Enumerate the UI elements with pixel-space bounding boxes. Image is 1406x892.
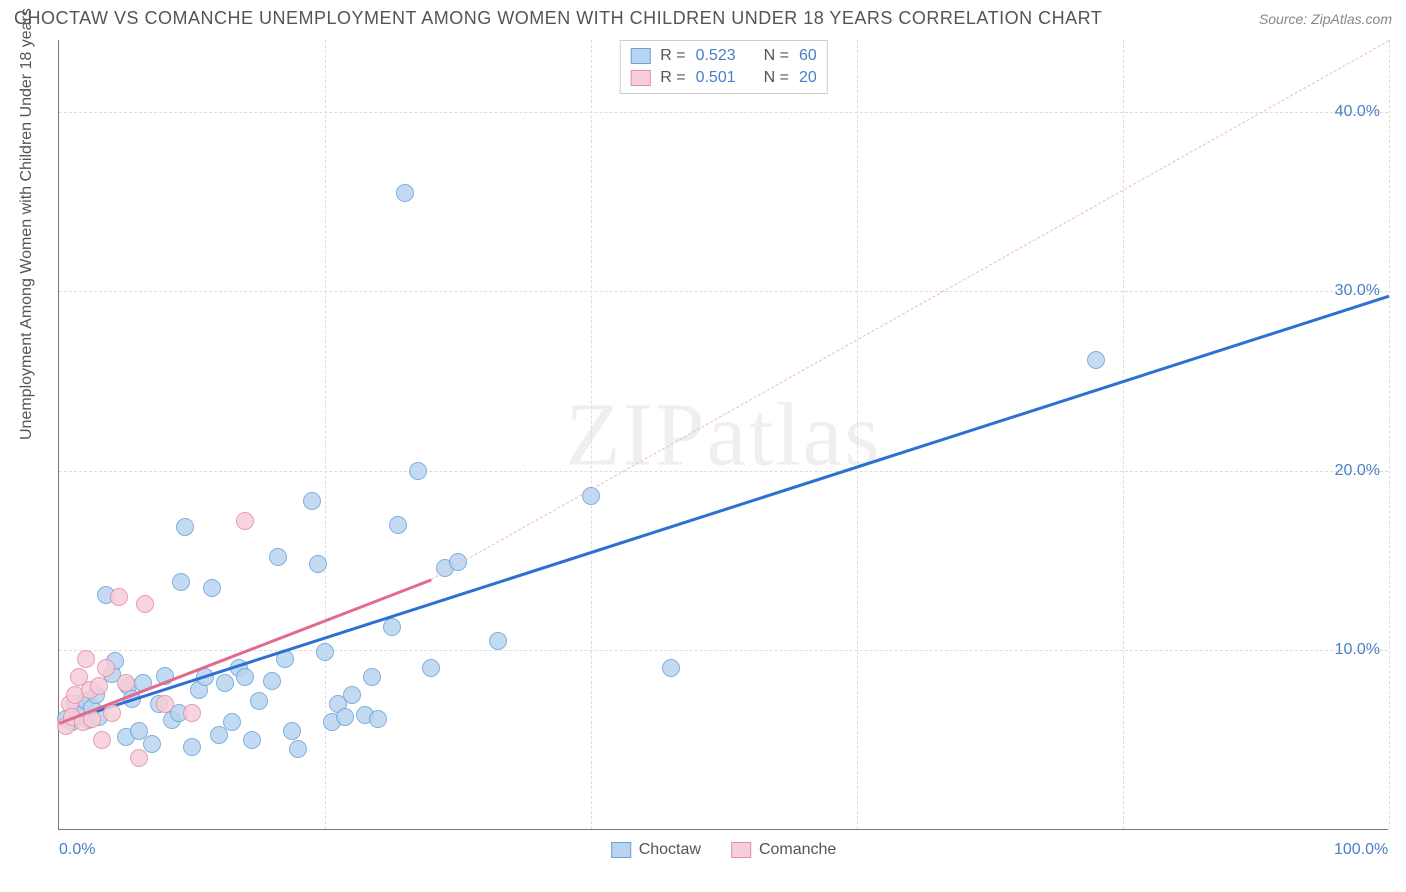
legend-item-comanche: Comanche: [731, 841, 836, 859]
n-value-comanche: 20: [799, 69, 817, 87]
data-point-comanche: [183, 704, 201, 722]
data-point-choctaw: [422, 659, 440, 677]
ytick-label: 40.0%: [1335, 103, 1380, 121]
trendline-extrapolated: [431, 40, 1389, 580]
data-point-comanche: [77, 650, 95, 668]
gridline-v: [591, 40, 592, 829]
y-axis-title: Unemployment Among Women with Children U…: [18, 8, 36, 440]
gridline-v: [325, 40, 326, 829]
scatter-chart: ZIPatlas R = 0.523 N = 60 R = 0.501 N = …: [58, 40, 1388, 830]
data-point-choctaw: [203, 579, 221, 597]
swatch-comanche: [630, 70, 650, 86]
data-point-choctaw: [1087, 351, 1105, 369]
data-point-comanche: [136, 595, 154, 613]
data-point-choctaw: [216, 674, 234, 692]
correlation-legend: R = 0.523 N = 60 R = 0.501 N = 20: [619, 40, 828, 94]
ytick-label: 10.0%: [1335, 641, 1380, 659]
gridline-v: [1123, 40, 1124, 829]
data-point-choctaw: [250, 692, 268, 710]
data-point-comanche: [156, 695, 174, 713]
data-point-choctaw: [389, 516, 407, 534]
data-point-comanche: [97, 659, 115, 677]
legend-item-choctaw: Choctaw: [611, 841, 701, 859]
data-point-comanche: [117, 674, 135, 692]
gridline-h: [59, 471, 1388, 472]
data-point-comanche: [93, 731, 111, 749]
data-point-choctaw: [283, 722, 301, 740]
data-point-comanche: [130, 749, 148, 767]
data-point-comanche: [90, 677, 108, 695]
data-point-choctaw: [223, 713, 241, 731]
n-value-choctaw: 60: [799, 47, 817, 65]
ytick-label: 20.0%: [1335, 462, 1380, 480]
data-point-choctaw: [363, 668, 381, 686]
data-point-choctaw: [263, 672, 281, 690]
gridline-v: [857, 40, 858, 829]
swatch-choctaw-icon: [611, 842, 631, 858]
data-point-choctaw: [243, 731, 261, 749]
data-point-choctaw: [383, 618, 401, 636]
gridline-h: [59, 112, 1388, 113]
data-point-choctaw: [172, 573, 190, 591]
data-point-comanche: [236, 512, 254, 530]
swatch-choctaw: [630, 48, 650, 64]
legend-row-choctaw: R = 0.523 N = 60: [630, 45, 817, 67]
series-legend: Choctaw Comanche: [611, 841, 837, 859]
data-point-choctaw: [369, 710, 387, 728]
chart-title: CHOCTAW VS COMANCHE UNEMPLOYMENT AMONG W…: [14, 8, 1102, 29]
r-value-choctaw: 0.523: [696, 47, 736, 65]
data-point-choctaw: [269, 548, 287, 566]
data-point-choctaw: [336, 708, 354, 726]
data-point-choctaw: [309, 555, 327, 573]
gridline-h: [59, 650, 1388, 651]
data-point-choctaw: [489, 632, 507, 650]
r-value-comanche: 0.501: [696, 69, 736, 87]
data-point-choctaw: [176, 518, 194, 536]
legend-row-comanche: R = 0.501 N = 20: [630, 67, 817, 89]
gridline-v: [1389, 40, 1390, 829]
data-point-choctaw: [396, 184, 414, 202]
data-point-choctaw: [236, 668, 254, 686]
data-point-choctaw: [409, 462, 427, 480]
trendline: [59, 295, 1390, 725]
data-point-choctaw: [343, 686, 361, 704]
ytick-label: 30.0%: [1335, 282, 1380, 300]
data-point-choctaw: [143, 735, 161, 753]
data-point-choctaw: [662, 659, 680, 677]
data-point-choctaw: [183, 738, 201, 756]
data-point-comanche: [103, 704, 121, 722]
data-point-choctaw: [303, 492, 321, 510]
gridline-h: [59, 291, 1388, 292]
header-bar: CHOCTAW VS COMANCHE UNEMPLOYMENT AMONG W…: [0, 0, 1406, 35]
swatch-comanche-icon: [731, 842, 751, 858]
xtick-label: 0.0%: [59, 841, 95, 859]
data-point-choctaw: [289, 740, 307, 758]
data-point-choctaw: [316, 643, 334, 661]
data-point-comanche: [110, 588, 128, 606]
xtick-label: 100.0%: [1334, 841, 1388, 859]
source-label: Source: ZipAtlas.com: [1259, 11, 1392, 27]
